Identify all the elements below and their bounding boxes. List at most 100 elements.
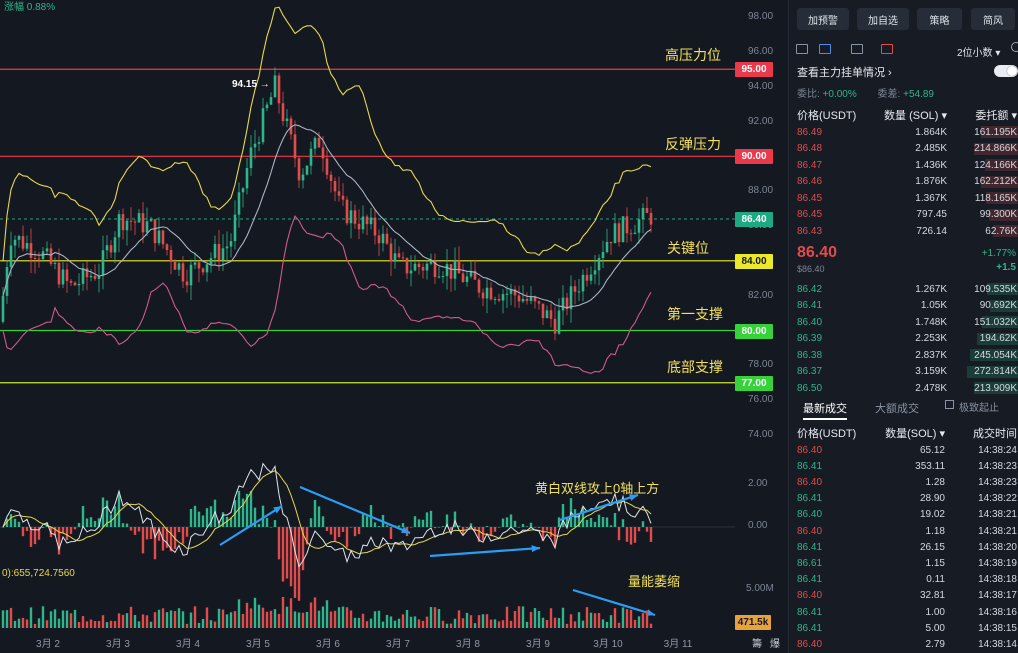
candle-body <box>281 103 285 122</box>
price-axis-label: 76.00 <box>748 394 774 406</box>
volume-bar <box>573 621 577 628</box>
volume-bar <box>133 614 137 628</box>
ask-row[interactable]: 86.45 797.45 99.300K <box>789 207 1018 223</box>
macd-histogram-bar <box>517 527 521 528</box>
add-alert-button[interactable]: 加预警 <box>797 8 849 30</box>
macd-histogram-bar <box>621 519 625 527</box>
volume-bar <box>449 623 453 628</box>
macd-histogram-bar <box>273 520 277 527</box>
macd-dif-line <box>2 462 652 568</box>
trade-qty: 2.79 <box>925 638 945 650</box>
volume-bar <box>205 607 209 628</box>
candle-body <box>273 75 277 98</box>
book-bids-icon[interactable] <box>851 44 863 54</box>
ask-row[interactable]: 86.49 1.864K 161.195K <box>789 124 1018 140</box>
macd-histogram-bar <box>133 527 137 535</box>
volume-bar <box>129 606 133 628</box>
book-header-qty[interactable]: 数量 (SOL) ▾ <box>884 110 947 122</box>
risk-button[interactable]: 简风 <box>971 8 1015 30</box>
book-asks-icon[interactable] <box>881 44 893 54</box>
candle-body <box>545 310 549 319</box>
price-axis-label: 74.00 <box>748 429 774 440</box>
candle-body <box>125 220 129 231</box>
trade-qty: 1.28 <box>925 476 945 488</box>
add-watchlist-button[interactable]: 加自选 <box>857 8 909 30</box>
trade-time: 14:38:19 <box>978 557 1017 569</box>
tab-latest-trades[interactable]: 最新成交 <box>803 400 847 420</box>
bid-row[interactable]: 86.41 1.05K 90.692K <box>789 298 1018 314</box>
candle-body <box>65 269 69 281</box>
ask-row[interactable]: 86.45 1.367K 118.165K <box>789 190 1018 206</box>
trade-row: 86.40 19.02 14:38:21 <box>789 507 1018 523</box>
candle-body <box>629 233 633 235</box>
book-both-icon[interactable] <box>819 44 831 54</box>
candle-body <box>293 134 297 159</box>
filter-checkbox[interactable] <box>945 400 954 409</box>
price-axis-label: 88.00 <box>748 185 774 197</box>
book-header-amount[interactable]: 委托额 ▾ <box>975 110 1017 122</box>
candle-body <box>53 262 57 264</box>
depth-bar <box>982 316 1018 328</box>
book-price: 86.37 <box>797 366 823 377</box>
strategy-button[interactable]: 策略 <box>917 8 962 30</box>
corner-label-1[interactable]: 籌 <box>752 639 762 650</box>
volume-bar <box>145 615 149 628</box>
candle-body <box>161 230 165 245</box>
volume-legend: 0):655,724.7560 <box>2 568 75 579</box>
volume-bar <box>113 621 117 628</box>
candlestick-chart[interactable] <box>0 0 788 653</box>
macd-histogram-bar <box>401 523 405 527</box>
level-name-label: 关键位 <box>667 240 709 256</box>
bid-row[interactable]: 86.38 2.837K 245.054K <box>789 347 1018 363</box>
candle-body <box>21 236 25 249</box>
level-price-tag: 80.00 <box>735 323 773 339</box>
tab-large-trades[interactable]: 大额成交 <box>875 403 919 415</box>
candle-body <box>309 148 313 166</box>
diff-value: +54.89 <box>903 89 934 100</box>
trade-price: 86.40 <box>797 509 823 521</box>
layout-icon[interactable] <box>796 44 808 54</box>
candle-body <box>641 207 645 220</box>
volume-bar <box>421 620 425 628</box>
book-title-link[interactable]: 查看主力挂单情况 › <box>797 67 892 79</box>
ask-row[interactable]: 86.47 1.436K 124.166K <box>789 157 1018 173</box>
bid-row[interactable]: 86.37 3.159K 272.814K <box>789 364 1018 380</box>
arrow-down-mid <box>299 485 411 535</box>
volume-bar <box>393 620 397 628</box>
volume-bar <box>229 612 233 628</box>
ask-row[interactable]: 86.43 726.14 62.76K <box>789 223 1018 239</box>
corner-label-2[interactable]: 爆 <box>770 639 780 650</box>
volume-bar <box>57 618 61 628</box>
candle-body <box>589 274 593 281</box>
candle-body <box>317 137 321 148</box>
macd-histogram-bar <box>85 518 89 527</box>
volume-bar <box>633 619 637 628</box>
bid-row[interactable]: 86.40 1.748K 151.032K <box>789 314 1018 330</box>
volume-bar <box>389 616 393 628</box>
volume-bar <box>193 606 197 628</box>
bid-row[interactable]: 86.50 2.478K 213.909K <box>789 380 1018 396</box>
ask-row[interactable]: 86.48 2.485K 214.866K <box>789 141 1018 157</box>
macd-histogram-bar <box>397 525 401 527</box>
volume-bar <box>165 612 169 628</box>
bid-row[interactable]: 86.42 1.267K 109.535K <box>789 281 1018 297</box>
precision-select[interactable]: 2位小数 ▾ <box>957 48 1001 59</box>
bid-row[interactable]: 86.39 2.253K 194.62K <box>789 331 1018 347</box>
macd-histogram-bar <box>425 512 429 527</box>
volume-bar <box>453 618 457 628</box>
toggle-switch[interactable] <box>994 65 1018 77</box>
trade-qty: 1.18 <box>925 525 945 537</box>
macd-histogram-bar <box>289 527 293 587</box>
macd-histogram-bar <box>189 508 193 527</box>
trade-price: 86.41 <box>797 493 823 505</box>
trade-header-qty[interactable]: 数量(SOL) ▾ <box>885 428 945 440</box>
book-qty: 2.478K <box>915 382 947 394</box>
chart-pane[interactable]: 涨幅 0.88% 98.00 96.00 94.00 92.00 90.00 88.00 8… <box>0 0 788 653</box>
volume-bar <box>625 609 629 628</box>
settings-icon[interactable] <box>1011 42 1018 52</box>
bollinger-upper-line <box>2 6 652 262</box>
trade-time: 14:38:15 <box>978 622 1017 634</box>
ask-row[interactable]: 86.46 1.876K 162.212K <box>789 174 1018 190</box>
candle-body <box>29 243 33 258</box>
volume-bar <box>613 608 617 628</box>
